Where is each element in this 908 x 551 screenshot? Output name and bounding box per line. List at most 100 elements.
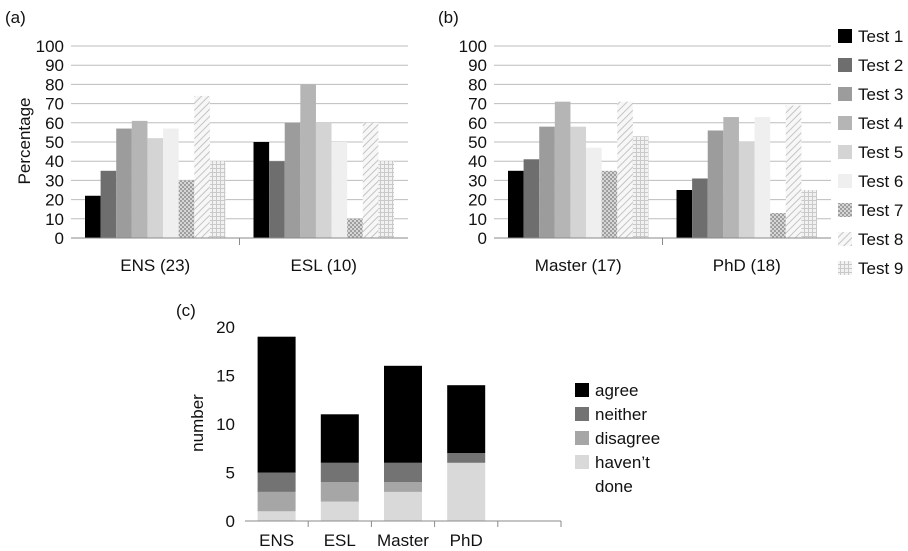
legend-swatch-test-4 — [838, 116, 852, 130]
bars-b — [508, 101, 817, 239]
legend-responses: agree neither disagree haven’t done — [575, 381, 660, 496]
bar-c-master-neither — [384, 462, 422, 483]
y-tick-b-30: 30 — [468, 171, 487, 190]
bar-b-phd-18--test-6 — [754, 117, 771, 238]
bar-a-ens-23--test-3 — [116, 128, 132, 238]
legend-swatch-neither — [575, 407, 589, 421]
bar-c-esl-agree — [320, 414, 359, 463]
y-tick-a-30: 30 — [45, 171, 64, 190]
y-tick-a-80: 80 — [45, 75, 64, 94]
bar-a-esl-10--test-7 — [347, 218, 363, 238]
y-tick-c-0: 0 — [226, 512, 235, 531]
bar-b-master-17--test-7 — [601, 170, 618, 238]
legend-label-test-2: Test 2 — [858, 56, 903, 75]
legend-swatch-haven-t-done — [575, 455, 589, 469]
bar-a-esl-10--test-2 — [269, 161, 285, 238]
bar-c-phd-haven-t-done — [447, 462, 486, 521]
bar-b-phd-18--test-3 — [707, 130, 724, 238]
category-label-c-ens: ENS — [259, 531, 294, 550]
bars-a — [85, 84, 394, 239]
legend-label-disagree: disagree — [595, 429, 660, 448]
bar-a-ens-23--test-1 — [85, 195, 101, 238]
y-tick-c-5: 5 — [226, 464, 235, 483]
legend-swatch-test-1 — [838, 29, 852, 43]
bar-b-phd-18--test-1 — [676, 190, 693, 238]
legend-swatch-disagree — [575, 431, 589, 445]
category-label-a-1: ESL (10) — [291, 256, 357, 275]
category-label-b-1: PhD (18) — [713, 256, 781, 275]
y-tick-a-20: 20 — [45, 191, 64, 210]
bar-c-ens-neither — [257, 472, 296, 492]
bar-b-master-17--test-5 — [570, 126, 587, 238]
bar-b-master-17--test-1 — [508, 170, 524, 238]
bar-b-master-17--test-2 — [523, 159, 540, 238]
y-tick-b-20: 20 — [468, 191, 487, 210]
legend-label-agree: agree — [595, 381, 638, 400]
bar-b-phd-18--test-8 — [785, 105, 802, 239]
y-tick-b-10: 10 — [468, 210, 487, 229]
y-axis-title-a: Percentage — [15, 98, 34, 185]
panel-label-b: (b) — [438, 8, 459, 27]
category-label-c-esl: ESL — [324, 531, 356, 550]
legend-label-test-6: Test 6 — [858, 172, 903, 191]
category-label-c-phd: PhD — [450, 531, 483, 550]
category-labels-c: ENS ESL Master PhD — [259, 531, 483, 550]
chart-c: (c) number 0 5 10 15 20 ENS ESL Master PhD agre… — [176, 301, 660, 550]
bar-b-phd-18--test-5 — [738, 142, 755, 238]
bar-b-master-17--test-4 — [554, 101, 571, 239]
legend-swatch-test-6 — [838, 174, 852, 188]
bar-a-esl-10--test-6 — [331, 142, 348, 238]
y-tick-c-15: 15 — [216, 367, 235, 386]
bar-c-ens-disagree — [257, 491, 296, 512]
legend-tests: Test 1 Test 2 Test 3 Test 4 Test 5 Test 6 Test… — [838, 27, 903, 278]
y-tick-a-10: 10 — [45, 210, 64, 229]
legend-label-test-7: Test 7 — [858, 201, 903, 220]
legend-swatch-test-8 — [838, 232, 852, 246]
y-tick-b-60: 60 — [468, 114, 487, 133]
bar-c-master-disagree — [384, 482, 422, 492]
bar-a-ens-23--test-6 — [163, 128, 179, 238]
y-axis-title-c: number — [188, 394, 207, 452]
bar-a-ens-23--test-7 — [178, 180, 195, 238]
category-label-a-0: ENS (23) — [120, 256, 190, 275]
y-tick-labels-c: 0 5 10 15 20 — [216, 318, 235, 531]
bar-c-esl-neither — [320, 462, 359, 483]
bar-a-esl-10--test-5 — [315, 122, 332, 238]
legend-swatch-test-9 — [838, 261, 852, 275]
y-tick-b-50: 50 — [468, 133, 487, 152]
y-tick-b-0: 0 — [478, 229, 487, 248]
bar-a-ens-23--test-4 — [131, 120, 148, 238]
legend-label-test-9: Test 9 — [858, 259, 903, 278]
legend-label-haven-t-done: haven’t — [595, 453, 650, 472]
y-tick-b-90: 90 — [468, 56, 487, 75]
bar-a-esl-10--test-3 — [284, 122, 301, 238]
category-labels-b: Master (17) PhD (18) — [535, 256, 781, 275]
y-tick-a-90: 90 — [45, 56, 64, 75]
bar-b-phd-18--test-4 — [723, 117, 739, 238]
y-tick-a-60: 60 — [45, 114, 64, 133]
legend-label-test-1: Test 1 — [858, 27, 903, 46]
bar-a-ens-23--test-5 — [147, 138, 164, 238]
y-tick-b-40: 40 — [468, 152, 487, 171]
category-label-c-master: Master — [377, 531, 429, 550]
x-axis-b — [494, 237, 831, 245]
bar-c-esl-disagree — [320, 482, 359, 502]
x-axis-a — [71, 237, 408, 245]
panel-label-c: (c) — [176, 301, 196, 320]
bar-c-ens-agree — [257, 336, 296, 473]
bars-c — [257, 336, 486, 521]
legend-swatch-agree — [575, 383, 589, 397]
bar-c-ens-haven-t-done — [257, 511, 296, 521]
panel-label-a: (a) — [5, 8, 26, 27]
legend-label-test-3: Test 3 — [858, 85, 903, 104]
bar-c-phd-neither — [447, 453, 486, 463]
y-tick-b-100: 100 — [459, 37, 487, 56]
bar-b-master-17--test-9 — [632, 136, 649, 238]
legend-label-test-4: Test 4 — [858, 114, 903, 133]
bar-b-master-17--test-3 — [539, 126, 555, 238]
bar-c-phd-agree — [447, 385, 486, 454]
bar-a-ens-23--test-8 — [194, 95, 210, 238]
